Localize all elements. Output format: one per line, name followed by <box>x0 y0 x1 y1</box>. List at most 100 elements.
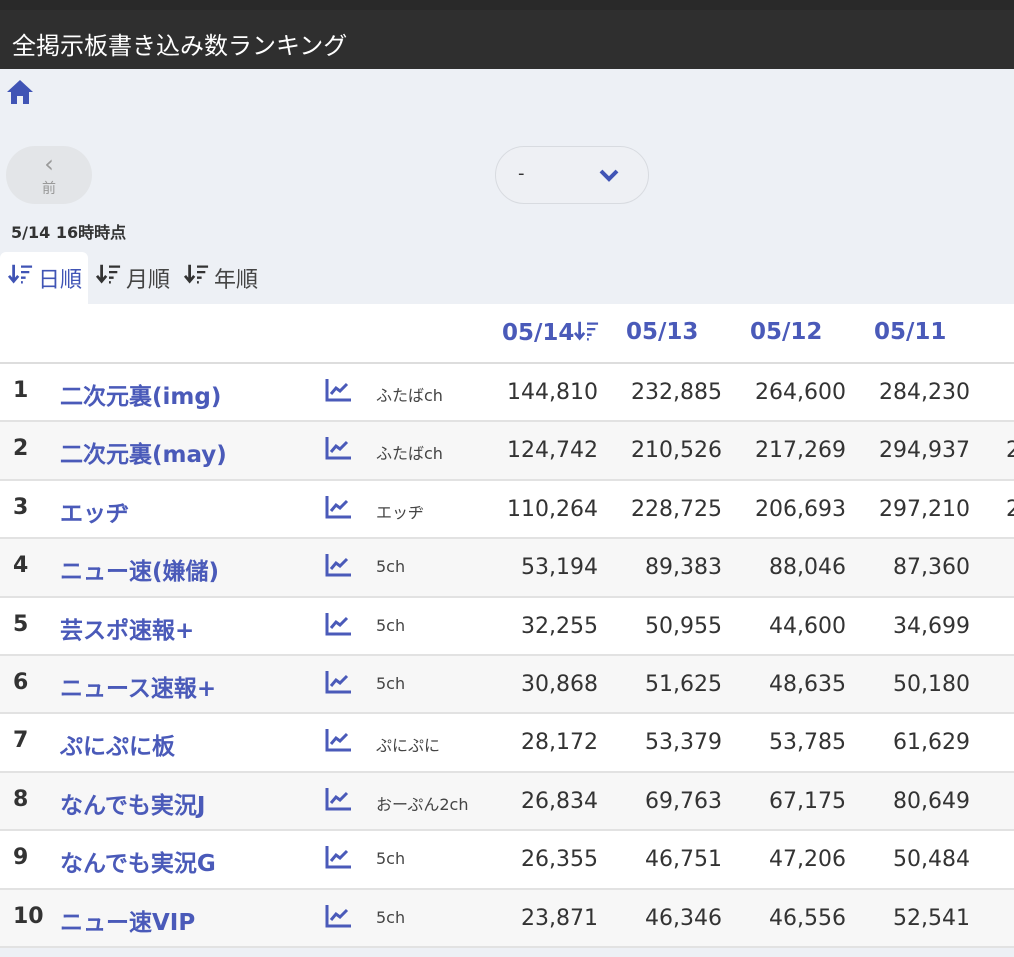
board-link[interactable]: 二次元裏(may) <box>60 442 227 469</box>
rank: 2 <box>13 436 29 462</box>
board-link[interactable]: ニュース速報+ <box>60 675 217 702</box>
source: 5ch <box>376 615 406 635</box>
board-link[interactable]: なんでも実況J <box>60 792 206 819</box>
count-value: 46,346 <box>645 905 722 931</box>
chevron-left-icon: ‹ <box>44 150 54 178</box>
board-link[interactable]: ニュー速VIP <box>60 909 196 936</box>
table-row: 9 なんでも実況G 5ch 26,355 46,751 47,206 50,484 <box>0 831 1014 890</box>
app-header: 全掲示板書き込み数ランキング <box>0 0 1014 69</box>
rank: 8 <box>13 786 29 812</box>
source: エッヂ <box>376 502 425 522</box>
count-value: 284,230 <box>879 380 970 405</box>
tab-label: 年順 <box>214 268 259 293</box>
sort-icon <box>95 262 124 288</box>
chart-line-icon[interactable] <box>325 670 352 694</box>
count-value: 61,629 <box>893 730 970 756</box>
count-value: 44,600 <box>769 613 846 639</box>
count-value: 50,955 <box>645 613 722 639</box>
count-value: 210,526 <box>631 438 722 464</box>
sort-icon <box>574 319 600 349</box>
count-value: 53,379 <box>645 730 722 756</box>
column-date: 05/11 <box>874 319 947 345</box>
tab-yearly[interactable]: 年順 <box>176 252 264 304</box>
rank: 4 <box>13 553 29 579</box>
table-row: 5 芸スポ速報+ 5ch 32,255 50,955 44,600 34,699 <box>0 597 1014 656</box>
count-value: 51,625 <box>645 671 722 697</box>
count-value: 32,255 <box>521 613 598 639</box>
chart-line-icon[interactable] <box>325 787 352 811</box>
chart-line-icon[interactable] <box>325 378 352 402</box>
rank: 5 <box>13 611 29 637</box>
date-select[interactable]: - <box>495 146 649 204</box>
board-link[interactable]: ニュー速(嫌儲) <box>60 559 220 586</box>
table-header: 05/14 05/13 05/12 05/11 <box>0 304 1014 364</box>
table-row: 10 ニュー速VIP 5ch 23,871 46,346 46,556 52,541 <box>0 889 1014 948</box>
count-value: 80,649 <box>893 788 970 814</box>
rank: 1 <box>13 378 29 403</box>
column-header[interactable]: 05/13 <box>626 319 698 345</box>
count-value: 297,210 <box>879 496 970 522</box>
chart-line-icon[interactable] <box>325 553 352 577</box>
count-value: 50,180 <box>893 671 970 697</box>
chart-line-icon[interactable] <box>325 436 352 460</box>
count-value: 294,937 <box>879 438 970 464</box>
board-link[interactable]: ぷにぷに板 <box>60 734 175 761</box>
board-link[interactable]: なんでも実況G <box>60 851 216 878</box>
count-value: 28,172 <box>521 730 598 756</box>
count-value: 50,484 <box>893 847 970 873</box>
source: ふたばch <box>376 386 443 405</box>
source: ぷにぷに <box>376 736 441 756</box>
chart-line-icon[interactable] <box>325 904 352 928</box>
tab-label: 日順 <box>38 268 83 293</box>
table-row: 3 エッヂ エッヂ 110,264 228,725 206,693 297,210 2 <box>0 480 1014 540</box>
column-header[interactable]: 05/12 <box>750 319 822 345</box>
column-header[interactable]: 05/11 <box>874 319 946 345</box>
home-icon[interactable] <box>6 79 34 105</box>
table-row: 4 ニュー速(嫌儲) 5ch 53,194 89,383 88,046 87,360 <box>0 539 1014 598</box>
count-value: 206,693 <box>755 496 846 522</box>
count-value: 232,885 <box>631 380 722 405</box>
count-value: 217,269 <box>755 438 846 464</box>
sort-icon <box>183 262 212 288</box>
source: 5ch <box>376 673 406 693</box>
table-row: 2 二次元裏(may) ふたばch 124,742 210,526 217,269 29… <box>0 422 1014 481</box>
chart-line-icon[interactable] <box>325 495 352 519</box>
board-link[interactable]: 芸スポ速報+ <box>60 617 195 644</box>
count-value: 228,725 <box>631 496 722 522</box>
tab-daily[interactable]: 日順 <box>0 252 89 304</box>
table-row: 7 ぷにぷに板 ぷにぷに 28,172 53,379 53,785 61,629 <box>0 714 1014 773</box>
count-value: 26,355 <box>521 847 598 873</box>
source: ふたばch <box>376 444 443 464</box>
prev-button[interactable]: ‹ 前 <box>6 146 92 204</box>
chevron-down-icon <box>599 169 619 182</box>
count-value: 88,046 <box>769 555 846 581</box>
count-value: 144,810 <box>507 380 598 405</box>
count-value: 46,556 <box>769 905 846 931</box>
tab-label: 月順 <box>126 268 171 293</box>
count-value: 46,751 <box>645 847 722 873</box>
column-header[interactable]: 05/14 <box>502 319 600 349</box>
board-link[interactable]: 二次元裏(img) <box>60 384 222 410</box>
tab-monthly[interactable]: 月順 <box>88 252 176 304</box>
select-value: - <box>518 163 525 184</box>
count-value: 47,206 <box>769 847 846 873</box>
count-value: 2 <box>1006 438 1014 464</box>
count-value: 48,635 <box>769 671 846 697</box>
count-value: 23,871 <box>521 905 598 931</box>
table-row: 6 ニュース速報+ 5ch 30,868 51,625 48,635 50,180 <box>0 655 1014 715</box>
count-value: 34,699 <box>893 613 970 639</box>
rank: 10 <box>13 903 44 929</box>
count-value: 26,834 <box>521 788 598 814</box>
count-value: 69,763 <box>645 788 722 814</box>
table-row: 8 なんでも実況J おーぷん2ch 26,834 69,763 67,175 80,64… <box>0 772 1014 832</box>
count-value: 124,742 <box>507 438 598 464</box>
chart-line-icon[interactable] <box>325 612 352 636</box>
count-value: 110,264 <box>507 496 598 522</box>
count-value: 2 <box>1006 496 1014 522</box>
chart-line-icon[interactable] <box>325 845 352 869</box>
chart-line-icon[interactable] <box>325 728 352 752</box>
board-link[interactable]: エッヂ <box>60 500 129 527</box>
column-date: 05/14 <box>502 320 575 346</box>
count-value: 30,868 <box>521 671 598 697</box>
page-title: 全掲示板書き込み数ランキング <box>12 32 348 60</box>
